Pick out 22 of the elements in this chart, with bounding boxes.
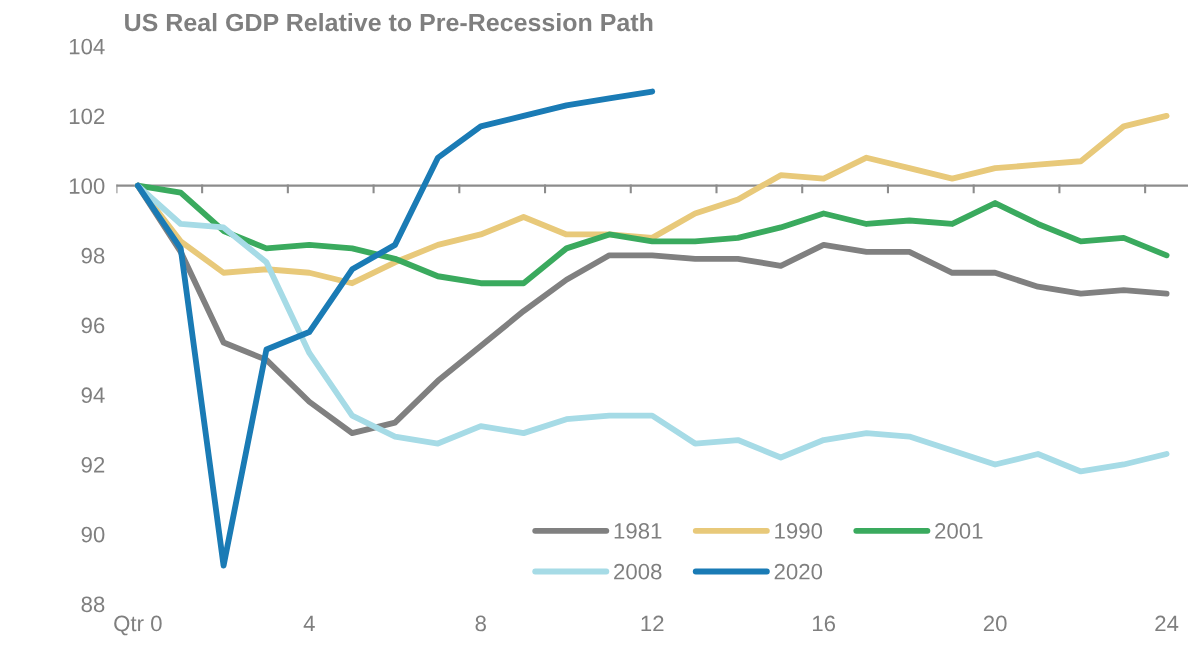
legend-label: 1981 (614, 523, 662, 539)
y-tick-label: 100 (69, 178, 105, 194)
y-tick-label: 94 (81, 387, 105, 404)
x-tick-label: 8 (475, 615, 486, 632)
y-tick-label: 98 (81, 247, 105, 264)
x-tick-label: 16 (812, 615, 836, 632)
legend-label: 1990 (775, 523, 823, 539)
legend-label: 2008 (614, 563, 662, 580)
legend-label: 2001 (935, 523, 983, 539)
y-tick-label: 88 (81, 596, 105, 613)
y-tick-label: 104 (69, 38, 105, 55)
legend-label: 2020 (774, 563, 823, 580)
y-tick-label: 102 (69, 108, 105, 125)
y-tick-label: 96 (81, 317, 105, 334)
x-tick-label: 24 (1155, 615, 1179, 632)
y-tick-label: 92 (81, 457, 105, 473)
x-tick-label: 20 (983, 615, 1007, 632)
x-tick-label: 4 (303, 615, 315, 632)
y-tick-label: 90 (81, 526, 105, 543)
x-tick-label: Qtr 0 (114, 615, 162, 636)
chart-title: US Real GDP Relative to Pre-Recession Path (125, 13, 653, 32)
x-tick-label: 12 (641, 615, 664, 632)
